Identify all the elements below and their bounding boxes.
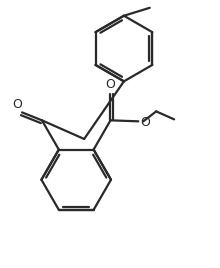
Text: O: O bbox=[13, 98, 23, 111]
Text: O: O bbox=[106, 78, 116, 91]
Text: O: O bbox=[141, 116, 150, 129]
